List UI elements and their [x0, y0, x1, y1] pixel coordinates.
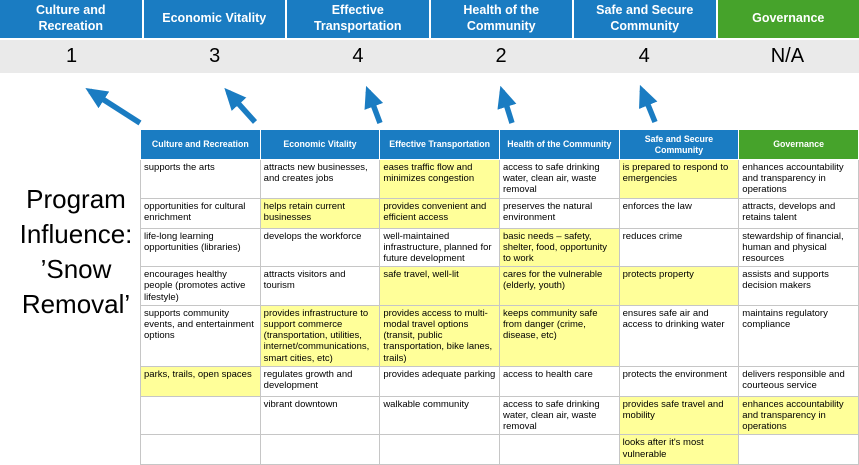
matrix-cell-r7-c1	[140, 395, 261, 436]
matrix-cell-r3-c1: life-long learning opportunities (librar…	[140, 227, 261, 268]
pillar-header-economic-vitality: Economic Vitality	[143, 0, 285, 38]
matrix-cell-r7-c2: vibrant downtown	[259, 395, 381, 436]
matrix-cell-r7-c4: access to safe drinking water, clean air…	[498, 395, 620, 436]
matrix-row-5: supports community events, and entertain…	[140, 304, 859, 367]
pillar-score-governance: N/A	[770, 45, 805, 67]
matrix-cell-r8-c6	[738, 434, 859, 465]
matrix-header-safe-and-secure-community: Safe and Secure Community	[618, 129, 740, 160]
matrix-cell-r8-c3	[379, 434, 500, 465]
matrix-header-health-of-the-community: Health of the Community	[498, 129, 620, 160]
matrix-header-culture-and-recreation: Culture and Recreation	[140, 129, 261, 160]
pillar-score-health-of-the-community: 2	[495, 45, 507, 67]
matrix-cell-r1-c3: eases traffic flow and minimizes congest…	[379, 159, 500, 199]
matrix-cell-r3-c6: stewardship of financial, human and phys…	[738, 227, 859, 268]
matrix-cell-r5-c3: provides access to multi-modal travel op…	[379, 304, 500, 367]
matrix-cell-r1-c5: is prepared to respond to emergencies	[618, 159, 740, 199]
matrix-cell-r6-c3: provides adequate parking	[379, 365, 500, 397]
up-arrow-icon	[639, 84, 658, 124]
matrix-cell-r8-c4	[498, 434, 620, 465]
matrix-cell-r4-c5: protects property	[618, 266, 740, 306]
matrix-cell-r1-c4: access to safe drinking water, clean air…	[498, 159, 620, 199]
matrix-cell-r6-c2: regulates growth and development	[259, 365, 381, 397]
matrix-row-7: vibrant downtown walkable community access…	[140, 395, 859, 436]
matrix-row-3: life-long learning opportunities (librar…	[140, 227, 859, 268]
pillar-header-safe-and-secure-community: Safe and Secure Community	[574, 0, 716, 38]
matrix-cell-r3-c5: reduces crime	[618, 227, 740, 268]
up-arrow-icon	[497, 85, 517, 124]
pillar-score-effective-transportation: 4	[352, 45, 364, 67]
matrix-cell-r3-c4: basic needs – safety, shelter, food, opp…	[498, 227, 620, 268]
matrix-cell-r5-c2: provides infrastructure to support comme…	[259, 304, 381, 367]
matrix-cell-r5-c4: keeps community safe from danger (crime,…	[498, 304, 620, 367]
pillar-score-culture-and-recreation: 1	[66, 45, 78, 67]
pillar-header-effective-transportation: Effective Transportation	[287, 0, 429, 38]
program-influence-label: Program Influence: ’Snow Removal’	[19, 184, 133, 320]
up-arrow-icon	[364, 85, 384, 124]
matrix-header-economic-vitality: Economic Vitality	[259, 129, 381, 160]
matrix-row-6: parks, trails, open spaces regulates grow…	[140, 365, 859, 397]
matrix-cell-r5-c1: supports community events, and entertain…	[140, 304, 261, 367]
matrix-cell-r2-c5: enforces the law	[618, 197, 740, 229]
matrix-row-2: opportunities for cultural enrichment hel…	[140, 197, 859, 229]
matrix-cell-r7-c6: enhances accountability and transparency…	[738, 395, 859, 436]
matrix-cell-r1-c6: enhances accountability and transparency…	[738, 159, 859, 199]
matrix-cell-r2-c2: helps retain current businesses	[259, 197, 381, 229]
matrix-cell-r5-c6: maintains regulatory compliance	[738, 304, 859, 367]
matrix-cell-r4-c1: encourages healthy people (promotes acti…	[140, 266, 261, 306]
matrix-cell-r6-c1: parks, trails, open spaces	[140, 365, 261, 397]
influence-arrows	[85, 84, 658, 126]
matrix-row-4: encourages healthy people (promotes acti…	[140, 266, 859, 306]
matrix-cell-r1-c1: supports the arts	[140, 159, 261, 199]
matrix-cell-r1-c2: attracts new businesses, and creates job…	[259, 159, 381, 199]
matrix-cell-r4-c4: cares for the vulnerable (elderly, youth…	[498, 266, 620, 306]
up-arrow-icon	[224, 87, 258, 124]
matrix-cell-r8-c1	[140, 434, 261, 465]
matrix-cell-r2-c4: preserves the natural environment	[498, 197, 620, 229]
matrix-cell-r6-c4: access to health care	[498, 365, 620, 397]
matrix-header-row: Culture and Recreation Economic Vitality E…	[140, 129, 859, 160]
pillar-header-governance: Governance	[717, 0, 859, 38]
matrix-cell-r3-c2: develops the workforce	[259, 227, 381, 268]
matrix-body: supports the arts attracts new businesses…	[140, 159, 859, 465]
matrix-cell-r6-c6: delivers responsible and courteous servi…	[738, 365, 859, 397]
pillar-header-row: Culture and Recreation Economic Vitality E…	[0, 0, 859, 38]
matrix-cell-r2-c1: opportunities for cultural enrichment	[140, 197, 261, 229]
matrix-cell-r2-c6: attracts, develops and retains talent	[738, 197, 859, 229]
matrix-cell-r2-c3: provides convenient and efficient access	[379, 197, 500, 229]
pillar-header-culture-and-recreation: Culture and Recreation	[0, 0, 142, 38]
matrix-cell-r8-c5: looks after it's most vulnerable	[618, 434, 740, 465]
matrix-cell-r7-c5: provides safe travel and mobility	[618, 395, 740, 436]
pillar-header-health-of-the-community: Health of the Community	[430, 0, 572, 38]
matrix-header-governance: Governance	[738, 129, 859, 160]
matrix-cell-r4-c3: safe travel, well-lit	[379, 266, 500, 306]
pillar-score-row: 1 3 4 2 4 N/A	[0, 40, 859, 73]
influence-matrix-table: Culture and Recreation Economic Vitality E…	[140, 129, 859, 465]
matrix-row-8: looks after it's most vulnerable	[140, 434, 859, 465]
matrix-cell-r8-c2	[259, 434, 381, 465]
matrix-header-effective-transportation: Effective Transportation	[379, 129, 500, 160]
matrix-cell-r4-c2: attracts visitors and tourism	[259, 266, 381, 306]
matrix-cell-r7-c3: walkable community	[379, 395, 500, 436]
matrix-cell-r6-c5: protects the environment	[618, 365, 740, 397]
matrix-row-1: supports the arts attracts new businesses…	[140, 159, 859, 199]
matrix-cell-r4-c6: assists and supports decision makers	[738, 266, 859, 306]
matrix-cell-r5-c5: ensures safe air and access to drinking …	[618, 304, 740, 367]
matrix-cell-r3-c3: well-maintained infrastructure, planned …	[379, 227, 500, 268]
pillar-score-safe-and-secure-community: 4	[638, 45, 650, 67]
pillar-score-economic-vitality: 3	[209, 45, 221, 67]
up-arrow-icon	[85, 88, 142, 126]
